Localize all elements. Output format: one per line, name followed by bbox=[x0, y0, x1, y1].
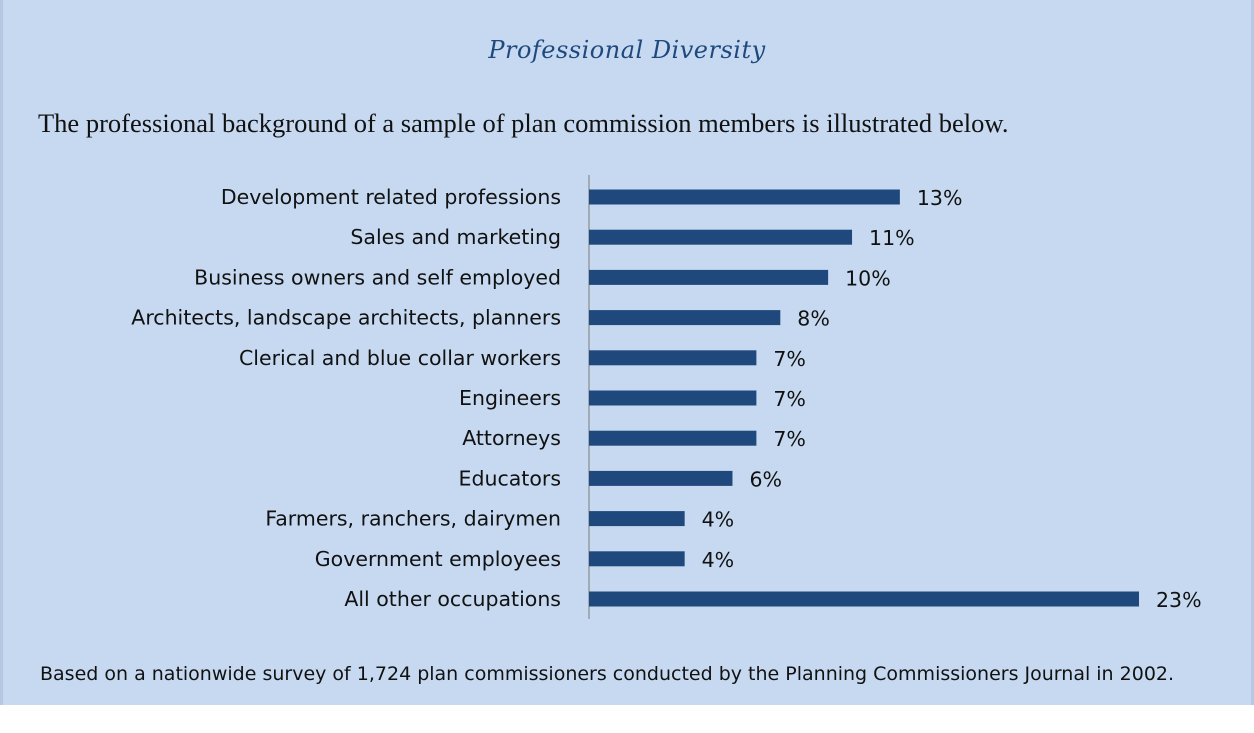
category-label: Educators bbox=[459, 466, 561, 490]
source-footnote: Based on a nationwide survey of 1,724 pl… bbox=[40, 663, 1175, 685]
bar bbox=[589, 310, 781, 326]
bar bbox=[589, 591, 1139, 607]
bars-group: Development related professions 13% Sales … bbox=[131, 185, 1201, 612]
category-label: Sales and marketing bbox=[350, 225, 561, 249]
category-label: Engineers bbox=[459, 386, 561, 410]
bar bbox=[589, 470, 733, 486]
category-label: Government employees bbox=[315, 547, 561, 571]
bar bbox=[589, 430, 757, 446]
bar bbox=[589, 269, 829, 285]
category-label: Business owners and self employed bbox=[194, 265, 561, 289]
category-label: Development related professions bbox=[221, 185, 561, 209]
data-label: 4% bbox=[702, 508, 735, 532]
data-label: 11% bbox=[869, 226, 915, 250]
data-label: 23% bbox=[1156, 588, 1202, 612]
data-label: 8% bbox=[797, 307, 830, 331]
bar bbox=[589, 390, 757, 406]
category-label: Clerical and blue collar workers bbox=[239, 346, 561, 370]
data-label: 7% bbox=[773, 427, 806, 451]
data-label: 4% bbox=[702, 548, 735, 572]
bar bbox=[589, 189, 900, 205]
category-label: Architects, landscape architects, planne… bbox=[131, 306, 561, 330]
bar bbox=[589, 350, 757, 366]
category-label: All other occupations bbox=[344, 587, 561, 611]
data-label: 7% bbox=[773, 387, 806, 411]
chart-description: The professional background of a sample … bbox=[38, 108, 1009, 138]
page-margin bbox=[0, 705, 1254, 733]
bar bbox=[589, 229, 853, 245]
data-label: 13% bbox=[917, 186, 963, 210]
bar bbox=[589, 511, 685, 527]
category-label: Farmers, ranchers, dairymen bbox=[265, 507, 561, 531]
data-label: 6% bbox=[749, 467, 782, 491]
bar bbox=[589, 551, 685, 567]
chart-title: Professional Diversity bbox=[488, 36, 766, 64]
data-label: 7% bbox=[773, 347, 806, 371]
data-label: 10% bbox=[845, 266, 891, 290]
category-label: Attorneys bbox=[462, 426, 561, 450]
